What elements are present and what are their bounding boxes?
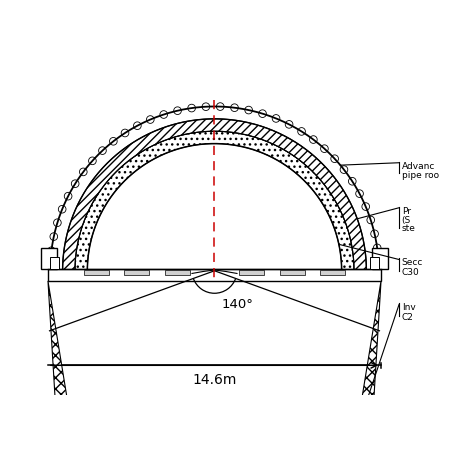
Text: C2: C2 [402, 313, 414, 322]
Polygon shape [75, 131, 354, 271]
Text: Pr: Pr [402, 207, 411, 216]
Polygon shape [48, 268, 381, 281]
Text: C30: C30 [402, 268, 419, 277]
Polygon shape [48, 281, 381, 474]
Polygon shape [50, 257, 59, 268]
Polygon shape [63, 119, 366, 271]
Polygon shape [73, 426, 356, 474]
Text: 14.6m: 14.6m [192, 373, 237, 387]
Polygon shape [125, 270, 149, 275]
Polygon shape [84, 270, 109, 275]
Text: 140°: 140° [221, 298, 253, 311]
Text: Inv: Inv [402, 303, 416, 312]
Polygon shape [165, 270, 190, 275]
Text: Secc: Secc [402, 258, 423, 267]
Polygon shape [239, 270, 264, 275]
Text: ste: ste [402, 224, 416, 233]
Polygon shape [320, 270, 345, 275]
Polygon shape [372, 248, 388, 268]
Polygon shape [280, 270, 304, 275]
Text: (S: (S [402, 216, 411, 225]
Polygon shape [41, 248, 57, 268]
Polygon shape [370, 257, 379, 268]
Text: Advanc: Advanc [402, 162, 435, 171]
Text: pipe roo: pipe roo [402, 171, 439, 180]
